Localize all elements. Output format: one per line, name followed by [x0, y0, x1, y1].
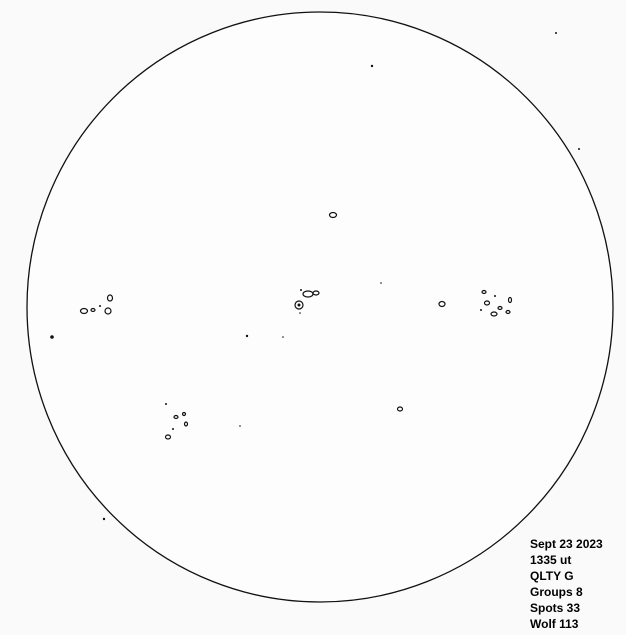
solar-disc [27, 12, 613, 602]
note-line: Sept 23 2023 [530, 536, 603, 552]
note-line: Wolf 113 [530, 616, 603, 632]
note-line: QLTY G [530, 568, 603, 584]
page: Sept 23 20231335 utQLTY GGroups 8Spots 3… [0, 0, 626, 635]
note-line: Spots 33 [530, 600, 603, 616]
note-line: Groups 8 [530, 584, 603, 600]
note-line: 1335 ut [530, 552, 603, 568]
